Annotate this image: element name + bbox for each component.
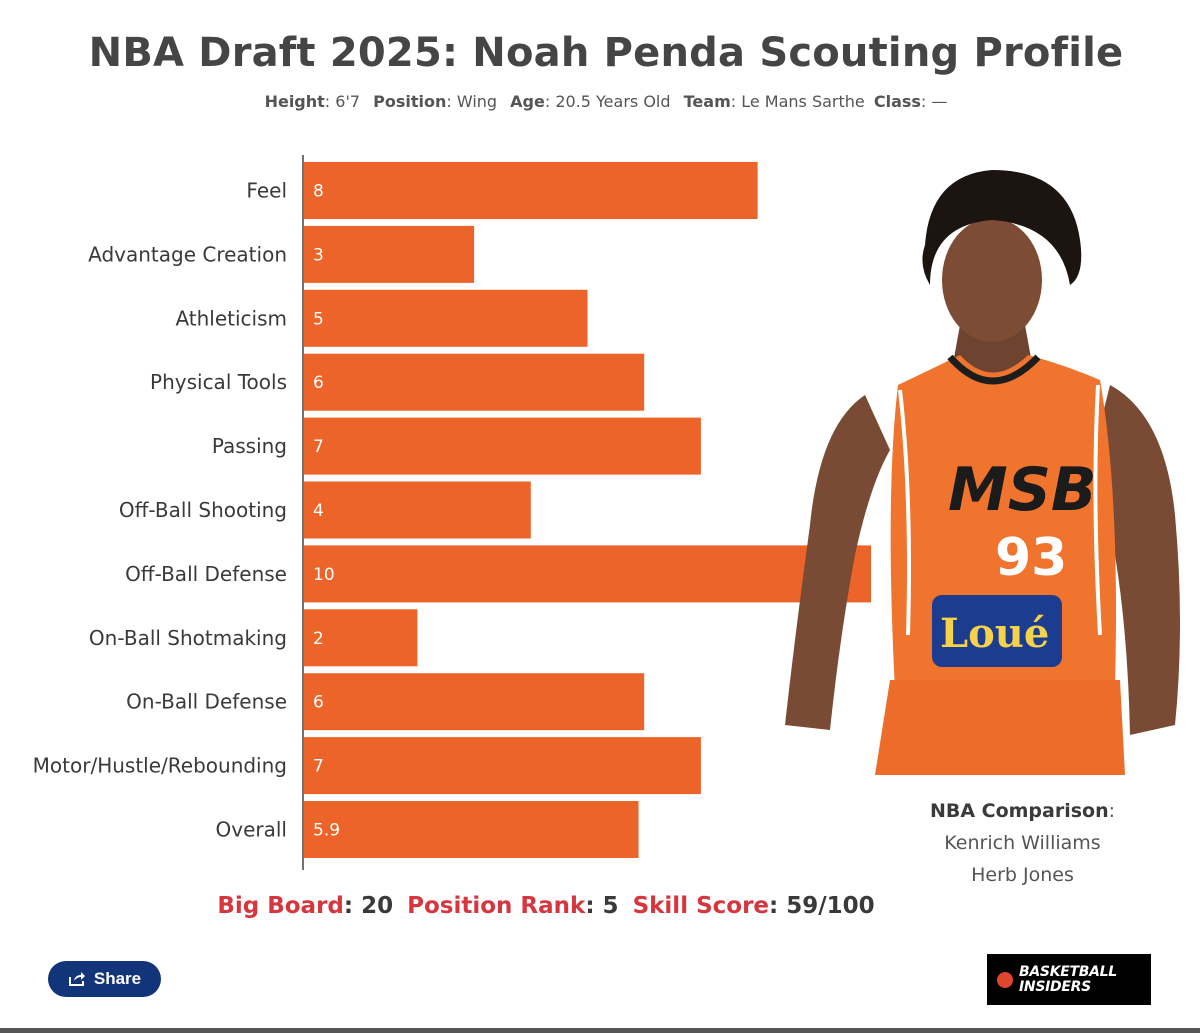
bar-value-label: 7 [313,437,324,457]
share-label: Share [93,969,142,988]
logo-line-2: INSIDERS [1019,978,1091,995]
svg-text:MSB: MSB [948,455,1097,525]
bar [304,417,701,475]
bar-value-label: 5.9 [313,821,340,841]
category-label: Athleticism [175,306,287,330]
bar-value-label: 10 [313,565,335,585]
share-button[interactable]: Share [48,961,161,997]
bar [304,737,701,795]
height-value: : 6'7 [324,92,361,111]
position-label: Position [373,92,447,111]
player-info: Height: 6'7 Position: Wing Age: 20.5 Yea… [0,92,1200,111]
bar [304,801,639,858]
category-label: Advantage Creation [88,242,287,266]
team-value: : Le Mans Sarthe [730,92,865,111]
bar [304,225,475,283]
height-label: Height [264,92,325,111]
bar-value-label: 5 [313,309,324,329]
position-rank-label: Position Rank [407,893,586,919]
category-label: Passing [212,434,287,458]
comparison-player: Herb Jones [971,864,1074,886]
category-label: Physical Tools [150,370,287,394]
page-title: NBA Draft 2025: Noah Penda Scouting Prof… [88,30,1124,76]
bar [304,353,645,411]
bar [304,609,418,667]
comparison-heading: NBA Comparison [929,800,1109,822]
category-label: Off-Ball Defense [125,562,287,586]
basketball-insiders-logo: BASKETBALL INSIDERS [987,954,1151,1005]
nba-comparison: NBA Comparison: Kenrich Williams Herb Jo… [905,795,1140,891]
category-label: On-Ball Defense [126,690,287,714]
bar-value-label: 3 [313,245,324,265]
bar-value-label: 2 [313,629,324,649]
skill-score-value: : 59/100 [769,893,875,919]
bar [304,289,588,347]
bar [304,545,871,603]
skill-bar-chart: Feel 8 Advantage Creation 3 Athleticism 5 Phys… [33,155,871,870]
team-label: Team [683,92,731,111]
category-label: Motor/Hustle/Rebounding [33,754,287,778]
class-label: Class [873,92,921,111]
basketball-icon [997,971,1013,988]
comparison-colon: : [1108,800,1116,822]
skill-score-label: Skill Score [632,893,770,919]
bar-value-label: 6 [313,373,324,393]
bar [304,673,645,731]
bar [304,162,758,219]
rankings-summary: Big Board: 20 Position Rank: 5 Skill Sco… [0,893,1092,919]
age-label: Age [510,92,545,111]
category-label: Feel [246,179,287,203]
big-board-label: Big Board [217,893,344,919]
bar-value-label: 8 [313,182,324,202]
logo-line-1: BASKETBALL [1019,963,1117,980]
age-value: : 20.5 Years Old [544,92,671,111]
svg-text:93: 93 [995,528,1067,588]
big-board-value: : 20 [343,893,394,919]
share-icon [68,972,85,986]
position-value: : Wing [446,92,498,111]
position-rank-value: : 5 [585,893,619,919]
bar-value-label: 4 [313,501,324,521]
comparison-player: Kenrich Williams [944,832,1101,854]
bar-value-label: 7 [313,757,324,777]
category-label: Off-Ball Shooting [119,498,287,522]
category-label: Overall [216,818,287,842]
svg-text:Loué: Loué [940,610,1049,657]
bar [304,481,531,539]
player-photo: MSB 93 Loué [785,170,1180,775]
bar-value-label: 6 [313,693,324,713]
category-label: On-Ball Shotmaking [89,626,287,650]
class-value: : — [920,92,948,111]
bottom-divider [0,1028,1200,1033]
